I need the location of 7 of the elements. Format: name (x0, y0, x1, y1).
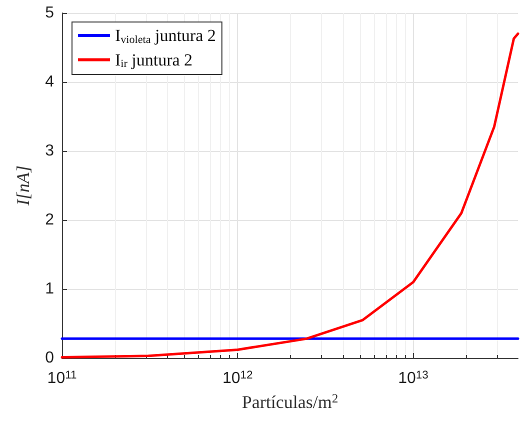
y-tick-label: 2 (45, 212, 54, 228)
y-tick-label: 0 (45, 350, 54, 366)
y-axis-title: I[nA] (13, 166, 33, 206)
y-tick-label: 4 (45, 74, 54, 90)
y-tick-label: 1 (45, 280, 54, 298)
y-tick-label: 3 (45, 142, 54, 160)
y-tick-label: 5 (45, 4, 54, 22)
